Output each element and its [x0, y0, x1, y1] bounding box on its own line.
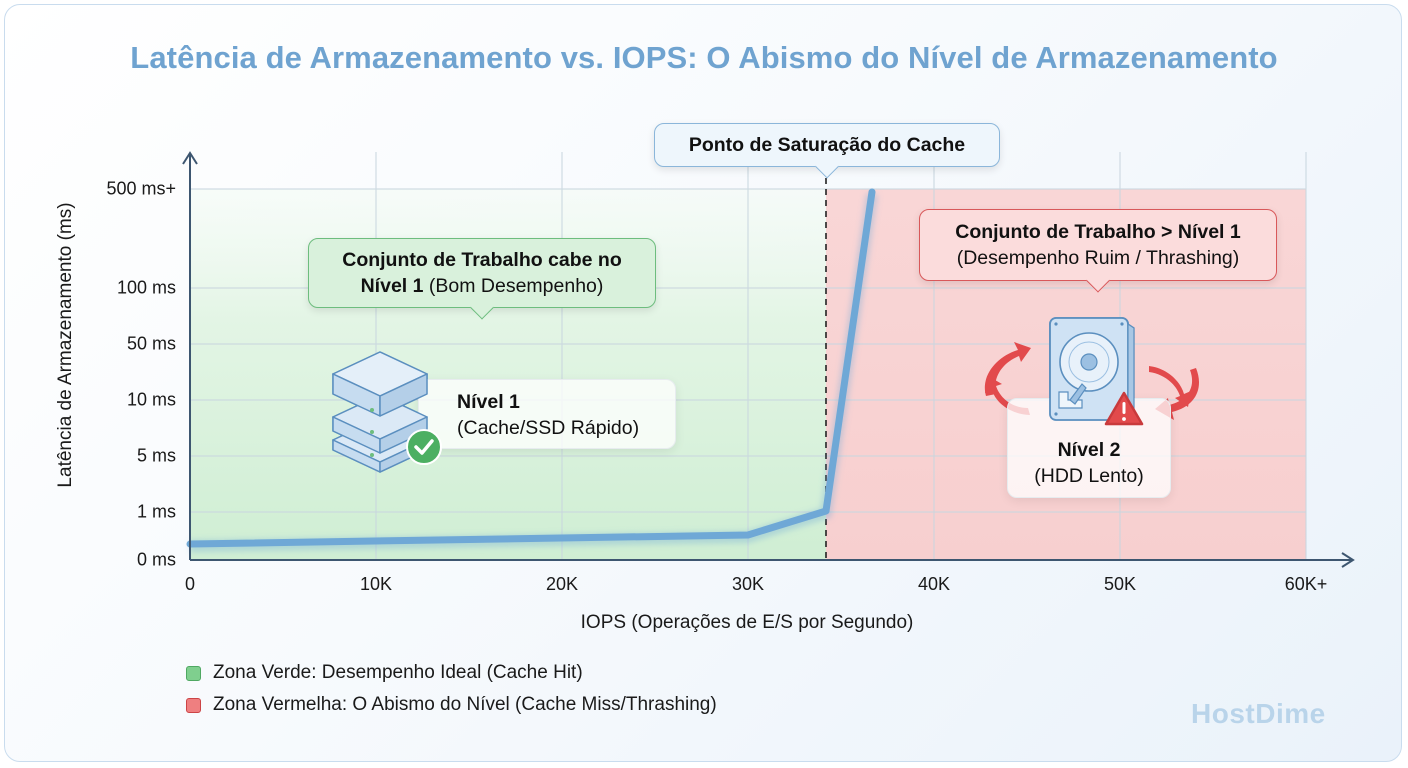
- latency-curve: [186, 188, 876, 548]
- saturation-callout: Ponto de Saturação do Cache: [654, 123, 1000, 179]
- x-tick: 10K: [359, 574, 393, 594]
- green-callout-line1: Conjunto de Trabalho cabe no: [342, 249, 622, 271]
- red-callout-line1: Conjunto de Trabalho > Nível 1: [955, 221, 1241, 243]
- x-tick: 20K: [545, 574, 579, 594]
- legend-swatch-red: [186, 697, 201, 713]
- tier2-card: Nível 2 (HDD Lento): [1007, 398, 1171, 498]
- green-callout-line2-bold: Nível 1: [360, 275, 424, 297]
- legend-label-red: Zona Vermelha: O Abismo do Nível (Cache …: [213, 694, 717, 715]
- y-tick: 0 ms: [136, 549, 176, 570]
- x-tick: 40K: [917, 574, 951, 594]
- tier1-desc: (Cache/SSD Rápido): [457, 417, 640, 439]
- x-tick: 30K: [731, 574, 765, 594]
- legend-swatch-green: [186, 665, 201, 681]
- brand-logo: HostDime: [1191, 698, 1326, 729]
- chart-title: Latência de Armazenamento vs. IOPS: O Ab…: [130, 40, 1278, 75]
- y-tick: 500 ms+: [106, 178, 176, 199]
- axes: [182, 151, 1355, 568]
- tier1-card: Nível 1 (Cache/SSD Rápido): [418, 379, 676, 449]
- y-tick: 5 ms: [136, 445, 176, 466]
- y-tick: 10 ms: [126, 389, 176, 410]
- y-tick: 50 ms: [126, 333, 176, 354]
- green-callout-line2: (Bom Desempenho): [423, 275, 604, 297]
- red-callout-line2: (Desempenho Ruim / Thrashing): [956, 247, 1240, 269]
- saturation-callout-text: Ponto de Saturação do Cache: [688, 134, 966, 156]
- x-tick: 0: [184, 574, 196, 594]
- red-zone-callout: Conjunto de Trabalho > Nível 1 (Desempen…: [919, 209, 1277, 293]
- tier2-name: Nível 2: [1057, 439, 1121, 461]
- y-tick: 100 ms: [116, 277, 176, 298]
- x-tick: 60K+: [1284, 574, 1328, 594]
- legend-item-green: Zona Verde: Desempenho Ideal (Cache Hit): [186, 662, 583, 684]
- x-tick: 50K: [1103, 574, 1137, 594]
- y-tick: 1 ms: [136, 501, 176, 522]
- x-axis-label: IOPS (Operações de E/S por Segundo): [580, 612, 914, 633]
- legend-item-red: Zona Vermelha: O Abismo do Nível (Cache …: [186, 694, 717, 716]
- tier1-name: Nível 1: [457, 391, 520, 413]
- green-zone-callout: Conjunto de Trabalho cabe no Nível 1 (Bo…: [308, 238, 656, 320]
- tier2-desc: (HDD Lento): [1034, 465, 1144, 487]
- legend-label-green: Zona Verde: Desempenho Ideal (Cache Hit): [213, 662, 583, 683]
